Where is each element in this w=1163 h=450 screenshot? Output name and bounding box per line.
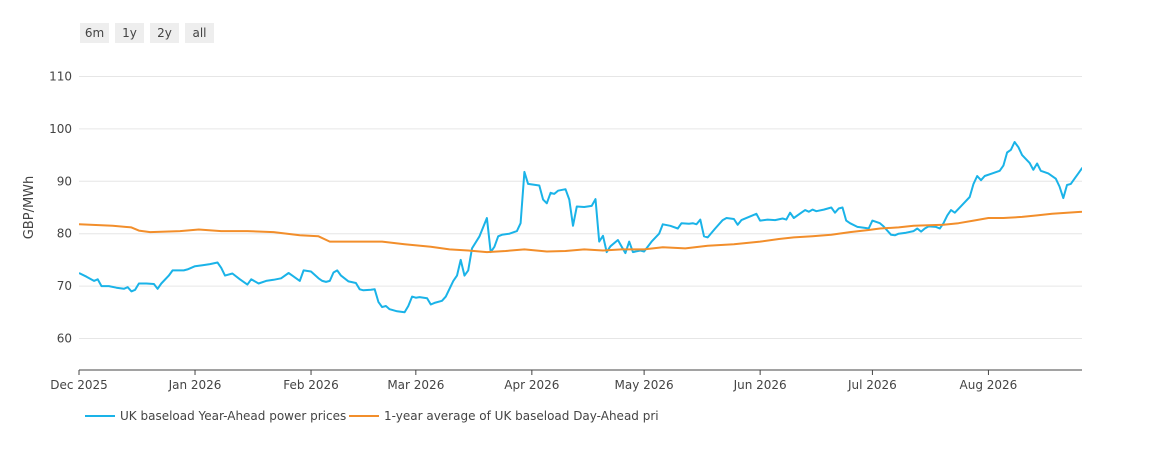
y-tick-label: 70 — [57, 279, 72, 293]
y-tick-label: 80 — [57, 227, 72, 241]
legend: UK baseload Year-Ahead power prices 1-yea… — [85, 409, 659, 423]
x-tick-label: Aug 2026 — [960, 378, 1018, 392]
series-line-2 — [79, 210, 1082, 254]
x-tick-label: Jul 2026 — [847, 378, 897, 392]
y-tick-label: 100 — [49, 122, 72, 136]
y-tick-label: 60 — [57, 332, 72, 346]
grid — [79, 75, 1082, 340]
range-selector: 6m 1y 2y all — [80, 23, 214, 43]
range-button-all[interactable]: all — [185, 23, 214, 43]
x-axis-ticks: Dec 2025 Jan 2026 Feb 2026 Mar 2026 Apr 2026… — [50, 370, 1017, 392]
legend-label-1: UK baseload Year-Ahead power prices — [120, 409, 346, 423]
range-button-1y[interactable]: 1y — [115, 23, 144, 43]
x-tick-label: May 2026 — [615, 378, 674, 392]
y-axis-ticks: 60 70 80 90 100 110 — [49, 69, 72, 345]
x-tick-label: Jun 2026 — [733, 378, 787, 392]
range-button-6m[interactable]: 6m — [80, 23, 109, 43]
x-tick-label: Dec 2025 — [50, 378, 108, 392]
x-tick-label: Apr 2026 — [504, 378, 559, 392]
y-axis-title: GBP/MWh — [22, 176, 37, 240]
legend-label-2: 1-year average of UK baseload Day-Ahead … — [384, 409, 659, 423]
x-tick-label: Feb 2026 — [283, 378, 339, 392]
series-layer — [79, 141, 1082, 314]
x-tick-label: Mar 2026 — [387, 378, 444, 392]
range-button-2y[interactable]: 2y — [150, 23, 179, 43]
x-tick-label: Jan 2026 — [168, 378, 222, 392]
y-tick-label: 90 — [57, 174, 72, 188]
series-line-1 — [79, 141, 1082, 314]
y-tick-label: 110 — [49, 69, 72, 83]
